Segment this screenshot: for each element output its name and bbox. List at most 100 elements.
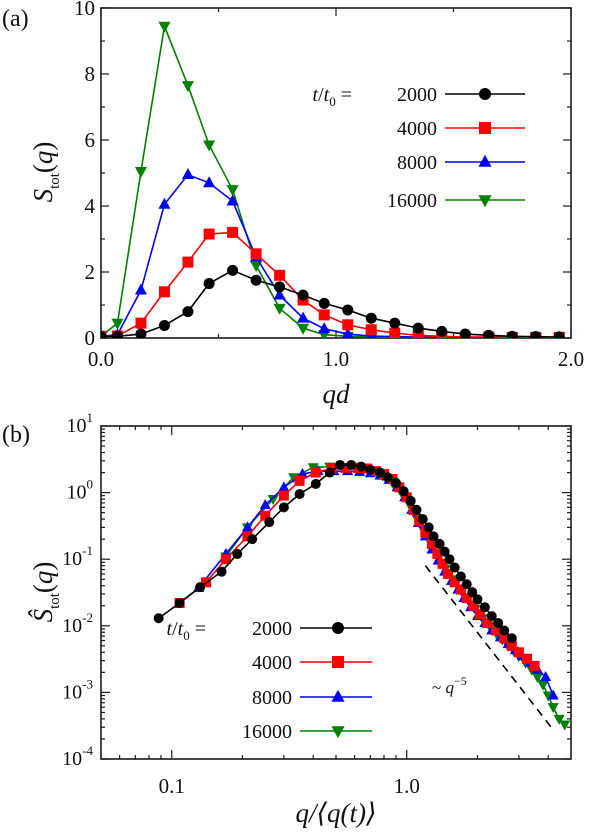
panel-a-y-axis-title: Stot(q) bbox=[28, 142, 63, 203]
panel-b-point-2000 bbox=[423, 522, 434, 533]
panel-b-legend-marker-4000 bbox=[332, 656, 344, 668]
panel-a-point-4000 bbox=[203, 228, 215, 240]
panel-a-point-16000 bbox=[158, 21, 171, 33]
panel-b-legend-label-8000: 8000 bbox=[252, 687, 292, 709]
panel-a-point-2000 bbox=[111, 330, 123, 338]
panel-b-point-8000 bbox=[259, 499, 271, 510]
panel-a-legend-label-4000: 4000 bbox=[397, 118, 437, 140]
panel-a-point-2000 bbox=[342, 304, 354, 316]
panel-b-point-2000 bbox=[398, 486, 409, 497]
panel-a-point-4000 bbox=[342, 319, 354, 331]
panel-a-y-tick-label: 4 bbox=[85, 194, 96, 218]
panel-b-point-4000 bbox=[437, 558, 448, 569]
panel-a-point-16000 bbox=[203, 140, 216, 152]
panel-b-point-2000 bbox=[216, 566, 227, 577]
panel-a-point-2000 bbox=[506, 330, 518, 338]
panel-a-point-16000 bbox=[226, 185, 239, 197]
panel-b-point-2000 bbox=[310, 478, 321, 489]
panel-b-point-2000 bbox=[195, 582, 206, 593]
panel-b-point-2000 bbox=[232, 548, 243, 559]
panel-a-x-tick-label: 1.0 bbox=[323, 347, 349, 371]
panel-b-point-4000 bbox=[455, 584, 466, 595]
panel-b-point-2000 bbox=[472, 594, 483, 605]
panel-b-point-4000 bbox=[310, 467, 321, 478]
panel-b-legend-prefix: t/t0 = bbox=[167, 618, 206, 643]
panel-a-point-2000 bbox=[158, 319, 170, 331]
panel-b-y-tick-label: 10-3 bbox=[62, 676, 93, 703]
panel-b-point-2000 bbox=[174, 597, 185, 608]
panel-a-series-line-8000 bbox=[101, 173, 560, 338]
panel-a-legend-prefix: t/t0 = bbox=[313, 84, 352, 109]
panel-a-legend-label-16000: 16000 bbox=[387, 190, 437, 212]
panel-b-point-2000 bbox=[479, 602, 490, 613]
panel-a-point-16000 bbox=[134, 166, 147, 178]
panel-a-x-tick-label: 2.0 bbox=[558, 347, 584, 371]
panel-b-x-tick-label: 1.0 bbox=[394, 774, 420, 798]
panel-b-point-16000 bbox=[553, 714, 565, 725]
panel-b-point-16000 bbox=[531, 673, 543, 684]
panel-b-point-8000 bbox=[540, 671, 552, 682]
panel-a-legend-marker-16000 bbox=[478, 195, 492, 208]
panel-a-point-2000 bbox=[182, 306, 194, 318]
panel-b-point-4000 bbox=[443, 568, 454, 579]
panel-b-point-2000 bbox=[247, 534, 258, 545]
panel-b-point-2000 bbox=[356, 461, 367, 472]
panel-b-point-2000 bbox=[382, 472, 393, 483]
panel-a-y-tick-label: 2 bbox=[85, 260, 96, 284]
panel-b-series-line-2000 bbox=[158, 464, 513, 639]
panel-a-point-2000 bbox=[436, 325, 448, 337]
panel-b-point-16000 bbox=[537, 680, 549, 691]
panel-b-label: (b) bbox=[2, 422, 30, 448]
panel-a-series-line-2000 bbox=[101, 269, 560, 338]
panel-b-point-2000 bbox=[324, 467, 335, 478]
panel-b-point-2000 bbox=[461, 579, 472, 590]
panel-a-point-4000 bbox=[412, 329, 424, 338]
panel-b-point-4000 bbox=[401, 492, 412, 503]
panel-b-legend-marker-2000 bbox=[332, 622, 344, 634]
panel-a-legend-marker-2000 bbox=[479, 88, 491, 100]
panel-b-point-4000 bbox=[387, 474, 398, 485]
panel-a-plot-frame bbox=[100, 7, 572, 339]
panel-a-point-8000 bbox=[134, 283, 147, 295]
panel-b-series-line-4000 bbox=[179, 467, 536, 667]
panel-b-point-4000 bbox=[461, 593, 472, 604]
panel-a-point-16000 bbox=[297, 323, 310, 335]
panel-a-point-4000 bbox=[182, 256, 194, 268]
panel-b-point-2000 bbox=[153, 613, 164, 624]
panel-b-point-8000 bbox=[278, 481, 290, 492]
panel-b-point-2000 bbox=[506, 633, 517, 644]
panel-a-point-2000 bbox=[412, 322, 424, 334]
panel-a-point-2000 bbox=[459, 328, 471, 338]
panel-b-point-2000 bbox=[375, 467, 386, 478]
panel-b-point-4000 bbox=[340, 462, 351, 473]
panel-a-point-4000 bbox=[135, 317, 147, 329]
panel-a-point-4000 bbox=[250, 248, 262, 260]
scaling-annotation: ~ q−5 bbox=[432, 674, 467, 697]
panel-b-point-2000 bbox=[417, 514, 428, 525]
panel-a-point-2000 bbox=[135, 328, 147, 338]
panel-a-point-8000 bbox=[273, 288, 286, 300]
panel-b: (b) Ŝtot(q) q/⟨q(t)⟩ 10-4 10-3 10-2 10-1 100… bbox=[2, 410, 572, 828]
panel-a-point-16000 bbox=[111, 318, 124, 330]
panel-b-point-2000 bbox=[455, 571, 466, 582]
panel-b-legend-label-16000: 16000 bbox=[242, 721, 292, 743]
panel-b-point-8000 bbox=[547, 689, 559, 700]
panel-a-legend-label-2000: 2000 bbox=[397, 84, 437, 106]
panel-a-legend-label-8000: 8000 bbox=[397, 152, 437, 174]
panel-b-point-4000 bbox=[491, 625, 502, 636]
panel-b-point-4000 bbox=[278, 490, 289, 501]
panel-b-point-4000 bbox=[529, 660, 540, 671]
scaling-guide-line bbox=[424, 565, 556, 732]
panel-b-x-tick-label: 0.1 bbox=[159, 774, 185, 798]
panel-a-y-tick-label: 0 bbox=[85, 326, 96, 350]
panel-a-point-2000 bbox=[274, 281, 286, 293]
panel-b-point-16000 bbox=[559, 720, 571, 731]
panel-a-point-8000 bbox=[158, 197, 171, 209]
panel-b-point-4000 bbox=[432, 548, 443, 559]
panel-b-point-4000 bbox=[499, 633, 510, 644]
panel-b-point-2000 bbox=[444, 554, 455, 565]
panel-b-series-line-16000 bbox=[225, 465, 566, 726]
panel-b-point-8000 bbox=[241, 521, 253, 532]
panel-b-y-tick-label: 10-2 bbox=[62, 610, 93, 637]
panel-a-point-8000 bbox=[297, 311, 310, 323]
